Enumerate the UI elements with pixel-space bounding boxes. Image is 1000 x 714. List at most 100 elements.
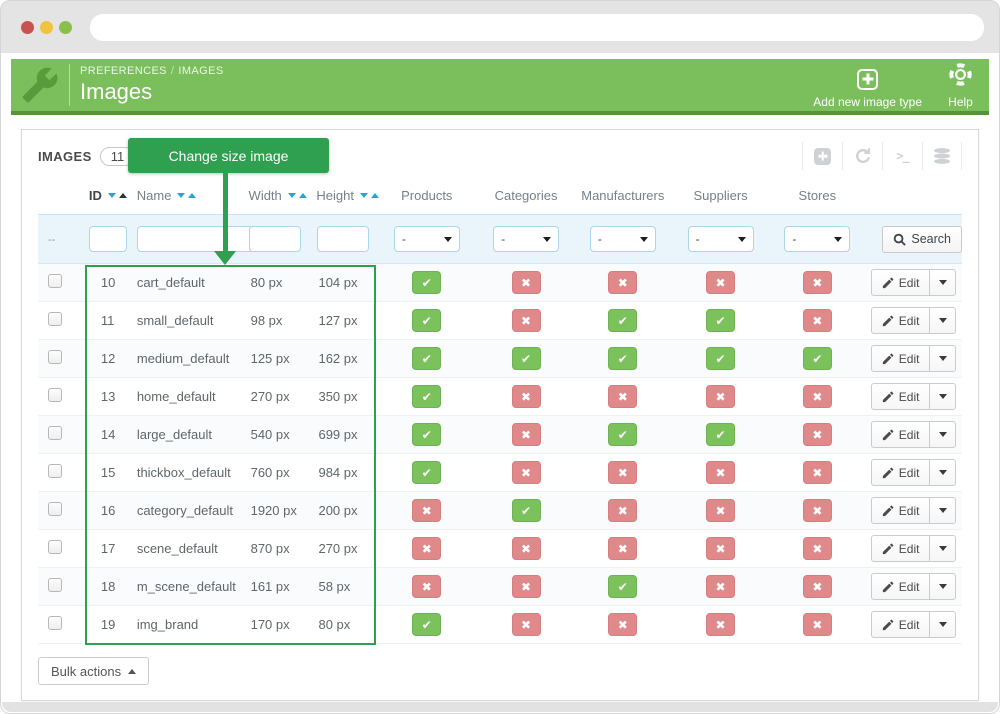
edit-button[interactable]: Edit bbox=[870, 421, 931, 448]
help-button[interactable]: Help bbox=[948, 62, 973, 109]
enabled-icon[interactable]: ✔ bbox=[412, 347, 442, 370]
filter-products-select[interactable]: - bbox=[393, 226, 460, 252]
sort-arrows-height[interactable] bbox=[359, 192, 379, 198]
edit-dropdown-toggle[interactable] bbox=[930, 535, 957, 562]
sort-arrows-name[interactable] bbox=[177, 192, 197, 198]
enabled-icon[interactable]: ✔ bbox=[706, 423, 736, 446]
enabled-icon[interactable]: ✔ bbox=[412, 271, 442, 294]
filter-height-input[interactable] bbox=[316, 226, 369, 252]
enabled-icon[interactable]: ✔ bbox=[412, 461, 442, 484]
disabled-icon[interactable]: ✖ bbox=[608, 537, 638, 560]
row-checkbox[interactable] bbox=[48, 426, 62, 440]
disabled-icon[interactable]: ✖ bbox=[802, 271, 832, 294]
disabled-icon[interactable]: ✖ bbox=[608, 499, 638, 522]
edit-button[interactable]: Edit bbox=[870, 611, 931, 638]
edit-button[interactable]: Edit bbox=[870, 573, 931, 600]
disabled-icon[interactable]: ✖ bbox=[412, 575, 442, 598]
disabled-icon[interactable]: ✖ bbox=[608, 613, 638, 636]
disabled-icon[interactable]: ✖ bbox=[608, 271, 638, 294]
enabled-icon[interactable]: ✔ bbox=[412, 423, 442, 446]
enabled-icon[interactable]: ✔ bbox=[608, 309, 638, 332]
disabled-icon[interactable]: ✖ bbox=[511, 613, 541, 636]
disabled-icon[interactable]: ✖ bbox=[802, 499, 832, 522]
edit-dropdown-toggle[interactable] bbox=[930, 611, 957, 638]
search-button[interactable]: Search bbox=[882, 225, 962, 253]
sort-arrows-id[interactable] bbox=[107, 192, 127, 198]
database-icon[interactable] bbox=[922, 142, 962, 170]
edit-dropdown-toggle[interactable] bbox=[930, 345, 957, 372]
edit-button[interactable]: Edit bbox=[870, 535, 931, 562]
enabled-icon[interactable]: ✔ bbox=[412, 309, 442, 332]
enabled-icon[interactable]: ✔ bbox=[706, 309, 736, 332]
column-header-width[interactable]: Width bbox=[241, 188, 309, 203]
disabled-icon[interactable]: ✖ bbox=[511, 271, 541, 294]
disabled-icon[interactable]: ✖ bbox=[511, 575, 541, 598]
disabled-icon[interactable]: ✖ bbox=[608, 385, 638, 408]
disabled-icon[interactable]: ✖ bbox=[706, 537, 736, 560]
disabled-icon[interactable]: ✖ bbox=[706, 499, 736, 522]
edit-button[interactable]: Edit bbox=[870, 383, 931, 410]
enabled-icon[interactable]: ✔ bbox=[511, 347, 541, 370]
filter-id-input[interactable] bbox=[88, 226, 127, 252]
disabled-icon[interactable]: ✖ bbox=[412, 499, 442, 522]
row-checkbox[interactable] bbox=[48, 578, 62, 592]
disabled-icon[interactable]: ✖ bbox=[511, 461, 541, 484]
column-header-height[interactable]: Height bbox=[308, 188, 379, 203]
disabled-icon[interactable]: ✖ bbox=[802, 385, 832, 408]
disabled-icon[interactable]: ✖ bbox=[802, 309, 832, 332]
column-header-name[interactable]: Name bbox=[131, 188, 241, 203]
disabled-icon[interactable]: ✖ bbox=[802, 575, 832, 598]
edit-dropdown-toggle[interactable] bbox=[930, 307, 957, 334]
disabled-icon[interactable]: ✖ bbox=[802, 613, 832, 636]
disabled-icon[interactable]: ✖ bbox=[412, 537, 442, 560]
url-bar[interactable] bbox=[90, 13, 984, 41]
row-checkbox[interactable] bbox=[48, 540, 62, 554]
disabled-icon[interactable]: ✖ bbox=[802, 461, 832, 484]
filter-name-input[interactable] bbox=[136, 226, 261, 252]
disabled-icon[interactable]: ✖ bbox=[706, 271, 736, 294]
refresh-icon[interactable] bbox=[842, 142, 882, 170]
terminal-icon[interactable]: >_ bbox=[882, 142, 922, 170]
minimize-window-button[interactable] bbox=[40, 20, 53, 34]
close-window-button[interactable] bbox=[21, 20, 34, 34]
edit-button[interactable]: Edit bbox=[870, 269, 931, 296]
enabled-icon[interactable]: ✔ bbox=[511, 499, 541, 522]
disabled-icon[interactable]: ✖ bbox=[608, 461, 638, 484]
disabled-icon[interactable]: ✖ bbox=[511, 423, 541, 446]
sort-arrows-width[interactable] bbox=[287, 192, 307, 198]
disabled-icon[interactable]: ✖ bbox=[511, 309, 541, 332]
add-new-image-type-button[interactable]: Add new image type bbox=[813, 68, 922, 109]
disabled-icon[interactable]: ✖ bbox=[706, 385, 736, 408]
bulk-actions-button[interactable]: Bulk actions bbox=[38, 657, 150, 685]
filter-stores-select[interactable]: - bbox=[784, 226, 851, 252]
enabled-icon[interactable]: ✔ bbox=[706, 347, 736, 370]
edit-dropdown-toggle[interactable] bbox=[930, 459, 957, 486]
disabled-icon[interactable]: ✖ bbox=[706, 613, 736, 636]
edit-dropdown-toggle[interactable] bbox=[930, 497, 957, 524]
enabled-icon[interactable]: ✔ bbox=[608, 575, 638, 598]
row-checkbox[interactable] bbox=[48, 502, 62, 516]
filter-categories-select[interactable]: - bbox=[493, 226, 560, 252]
disabled-icon[interactable]: ✖ bbox=[706, 461, 736, 484]
row-checkbox[interactable] bbox=[48, 464, 62, 478]
edit-dropdown-toggle[interactable] bbox=[930, 383, 957, 410]
disabled-icon[interactable]: ✖ bbox=[802, 423, 832, 446]
row-checkbox[interactable] bbox=[48, 388, 62, 402]
edit-button[interactable]: Edit bbox=[870, 459, 931, 486]
add-icon[interactable] bbox=[802, 142, 842, 170]
breadcrumb-section[interactable]: PREFERENCES bbox=[80, 65, 167, 77]
filter-suppliers-select[interactable]: - bbox=[687, 226, 754, 252]
enabled-icon[interactable]: ✔ bbox=[802, 347, 832, 370]
edit-button[interactable]: Edit bbox=[870, 497, 931, 524]
column-header-id[interactable]: ID bbox=[85, 188, 131, 203]
enabled-icon[interactable]: ✔ bbox=[412, 385, 442, 408]
enabled-icon[interactable]: ✔ bbox=[608, 423, 638, 446]
enabled-icon[interactable]: ✔ bbox=[412, 613, 442, 636]
row-checkbox[interactable] bbox=[48, 312, 62, 326]
disabled-icon[interactable]: ✖ bbox=[511, 385, 541, 408]
disabled-icon[interactable]: ✖ bbox=[511, 537, 541, 560]
edit-dropdown-toggle[interactable] bbox=[930, 269, 957, 296]
edit-dropdown-toggle[interactable] bbox=[930, 421, 957, 448]
enabled-icon[interactable]: ✔ bbox=[608, 347, 638, 370]
edit-dropdown-toggle[interactable] bbox=[930, 573, 957, 600]
